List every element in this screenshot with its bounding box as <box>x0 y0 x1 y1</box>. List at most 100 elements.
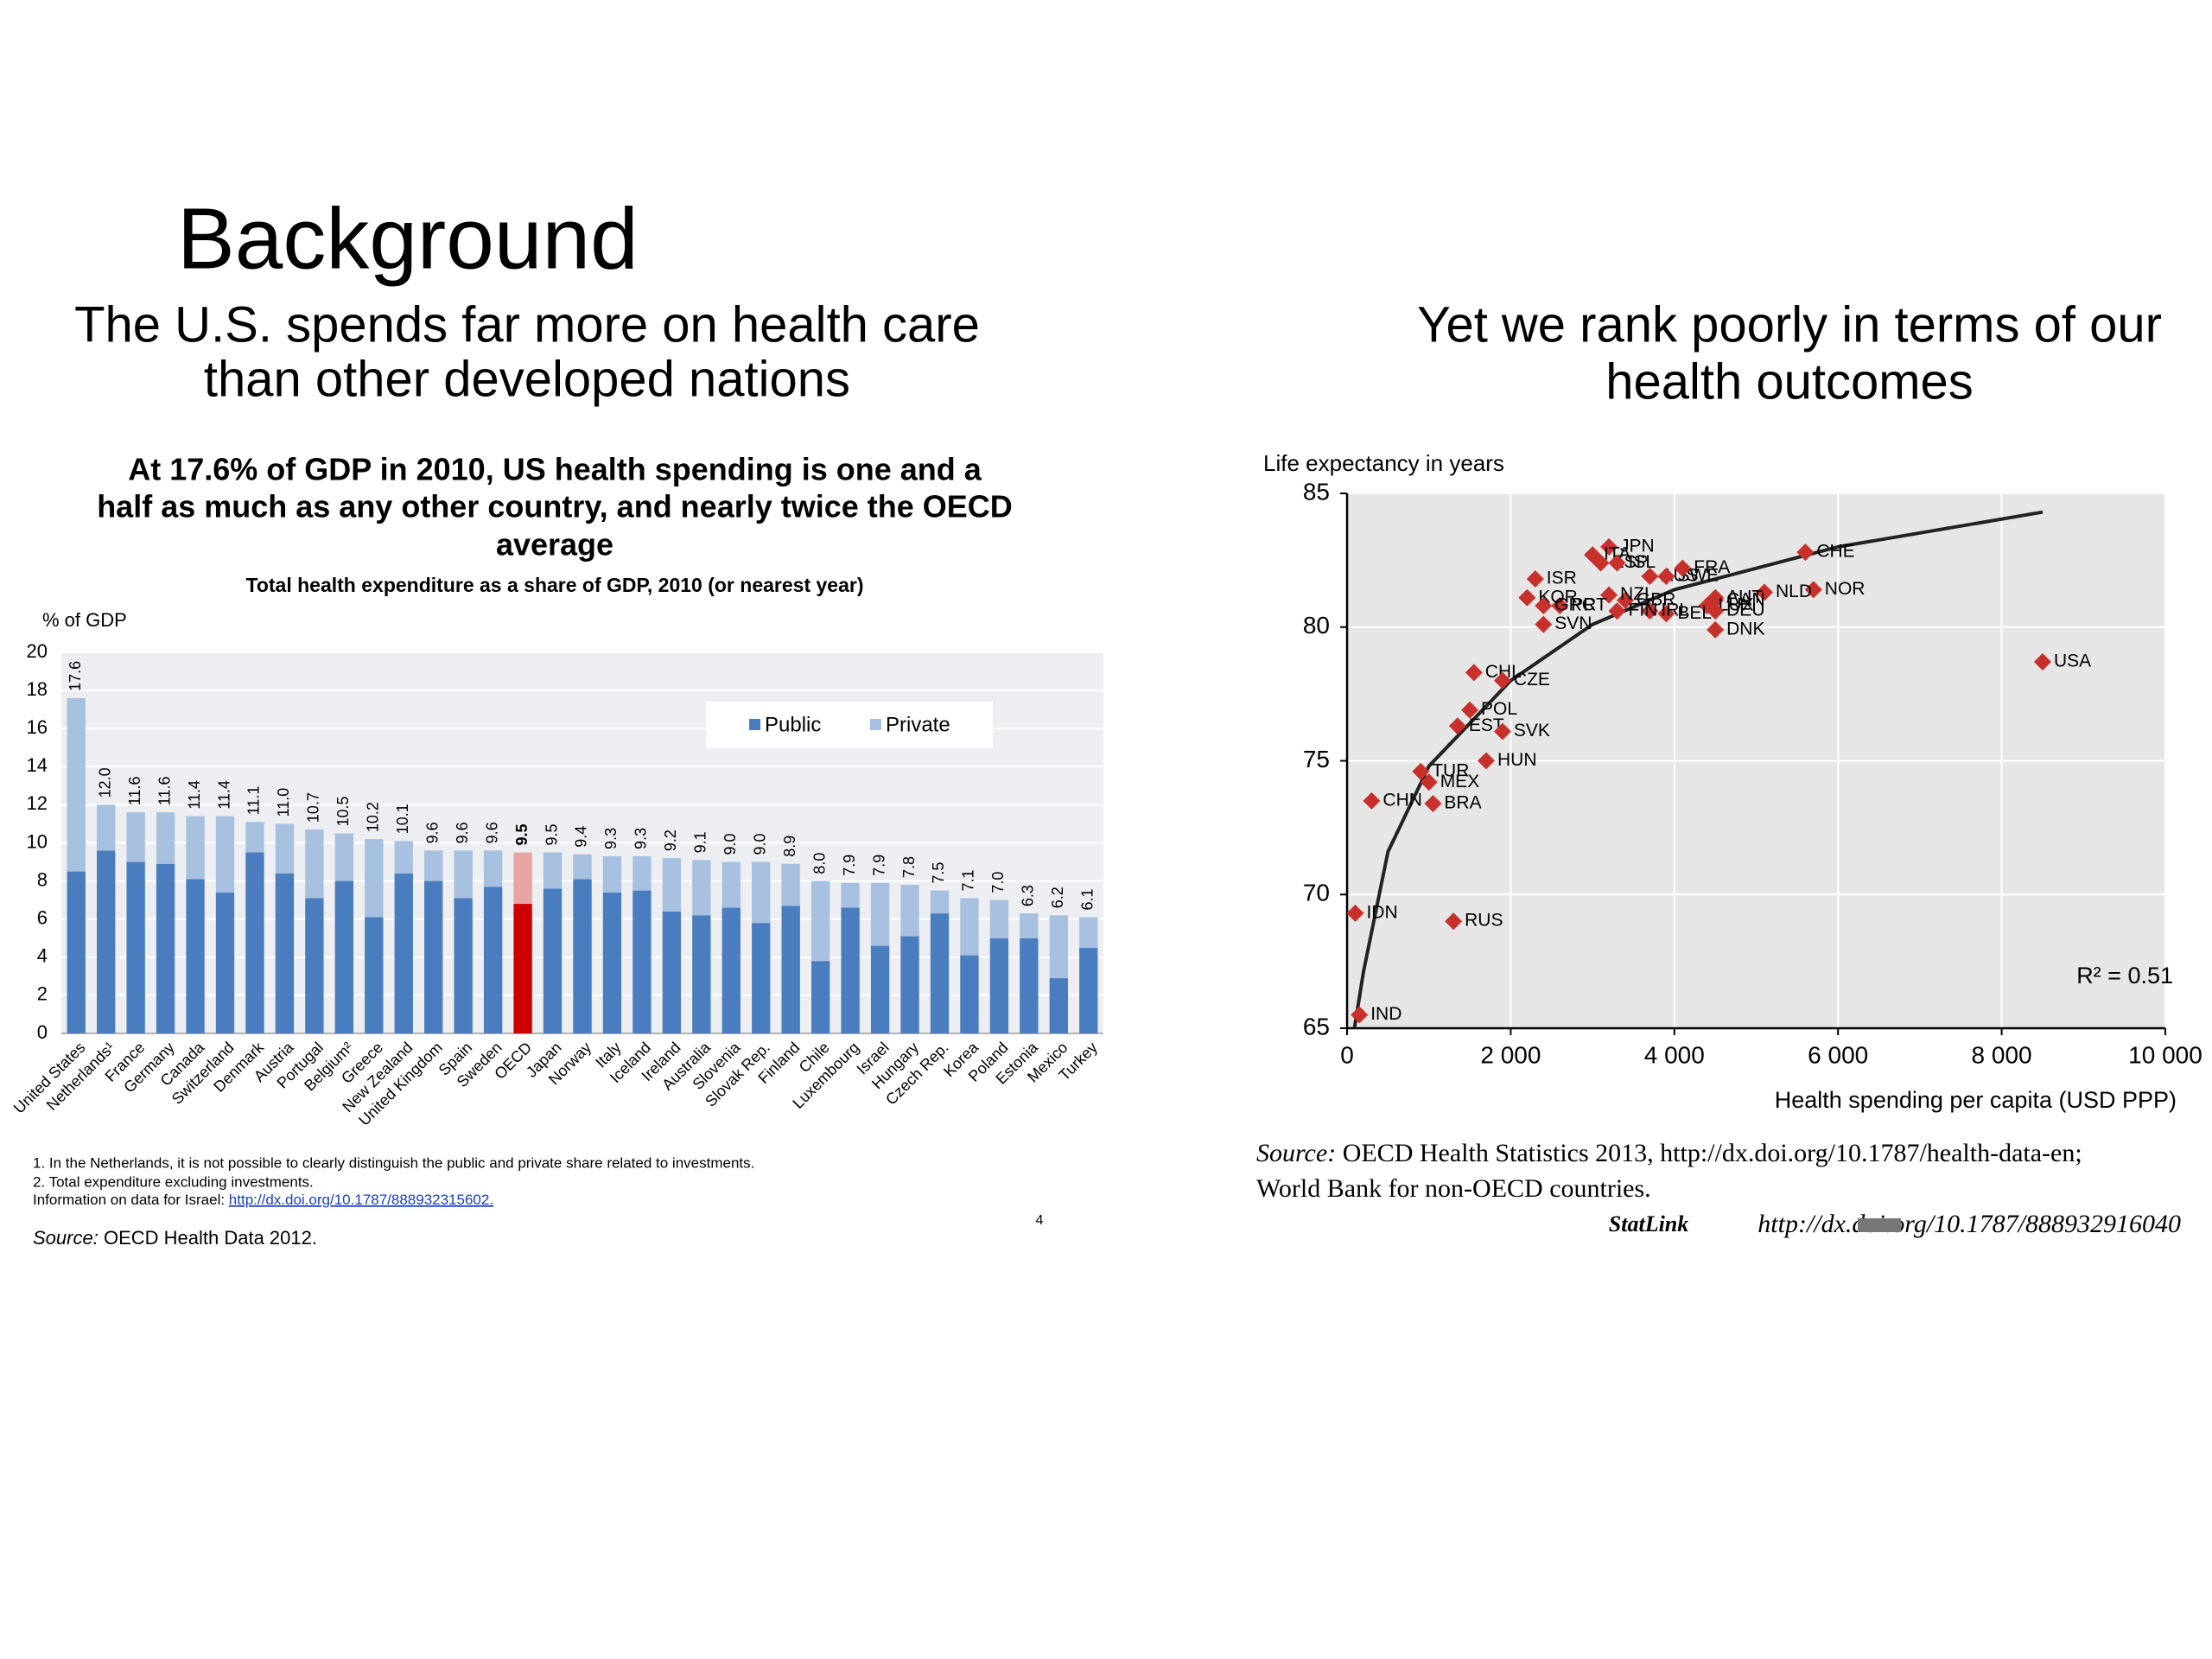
legend-label: Private <box>886 713 950 736</box>
point-label: GRC <box>1554 595 1595 615</box>
statlink-icon <box>1858 1218 1901 1232</box>
y-tick-label: 10 <box>27 830 48 852</box>
value-label: 9.5 <box>513 823 531 845</box>
bar-segment <box>573 854 592 880</box>
x-tick-label: 8 000 <box>1972 1041 2032 1068</box>
bar-segment <box>394 841 413 874</box>
bar-segment <box>1020 913 1039 938</box>
bar-segment <box>543 888 563 1033</box>
bar-segment <box>692 915 711 1033</box>
y-tick-label: 20 <box>27 640 48 662</box>
value-label: 7.8 <box>900 856 918 878</box>
bar-segment <box>245 822 264 853</box>
value-label: 9.0 <box>721 834 739 855</box>
bar-segment <box>365 917 384 1033</box>
point <box>1608 554 1626 572</box>
x-tick-label: 6 000 <box>1808 1041 1868 1068</box>
value-label: 9.2 <box>662 830 679 851</box>
point-label: FRA <box>1694 557 1730 577</box>
bar-segment <box>841 907 860 1033</box>
annotation: R² = 0.51 <box>2076 963 2173 988</box>
value-label: 11.0 <box>275 788 292 817</box>
x-tick-label: 0 <box>1340 1041 1354 1068</box>
footnote: 2. Total expenditure excluding investmen… <box>33 1173 314 1190</box>
value-label: 9.5 <box>543 823 560 845</box>
left-heading: than other developed nations <box>204 351 850 407</box>
point-label: HUN <box>1497 750 1537 770</box>
bar-segment <box>662 858 682 912</box>
point-label: PRT <box>1571 595 1607 615</box>
point-label: GBR <box>1637 589 1676 609</box>
x-axis-label: Health spending per capita (USD PPP) <box>1775 1087 2177 1113</box>
bar-segment <box>334 833 354 881</box>
point <box>1707 602 1725 620</box>
link[interactable]: http://dx.doi.org/10.1787/888932315602. <box>229 1192 493 1208</box>
point-label: LUX <box>1719 595 1754 615</box>
bar-segment <box>126 861 145 1033</box>
point <box>1351 1006 1369 1024</box>
point-label: AUT <box>1726 587 1763 607</box>
source: Source: OECD Health Data 2012. <box>33 1227 317 1249</box>
point-label: ISR <box>1547 569 1577 588</box>
point <box>1657 605 1675 623</box>
bar-segment <box>989 899 1009 938</box>
source-text: OECD Health Data 2012. <box>104 1227 317 1249</box>
value-label: 9.3 <box>602 828 620 849</box>
bar-segment <box>305 830 324 899</box>
bar-segment <box>334 880 354 1033</box>
value-label: 7.5 <box>930 862 947 884</box>
bar-segment <box>841 882 860 908</box>
point-label: BEL <box>1677 603 1712 623</box>
point <box>1477 752 1495 770</box>
point-label: CHE <box>1816 542 1854 562</box>
value-label: 11.1 <box>245 786 263 816</box>
point <box>1445 912 1463 931</box>
bar-segment <box>900 936 919 1033</box>
source: World Bank for non-OECD countries. <box>1256 1174 1651 1203</box>
y-tick-label: 80 <box>1303 612 1330 639</box>
statlink-url[interactable]: http://dx.doi.org/10.1787/888932916040 <box>1758 1210 2181 1238</box>
bar-segment <box>97 804 116 851</box>
bar-segment <box>156 812 175 864</box>
right-heading: Yet we rank poorly in terms of our <box>1417 296 2162 353</box>
chart-title: At 17.6% of GDP in 2010, US health spend… <box>128 452 982 487</box>
point <box>1448 717 1466 735</box>
bar-segment <box>483 887 503 1033</box>
point <box>1804 581 1822 599</box>
value-label: 8.0 <box>810 853 828 874</box>
bar-segment <box>513 904 532 1033</box>
value-label: 9.0 <box>751 834 768 855</box>
y-tick-label: 65 <box>1303 1013 1330 1039</box>
point-label: POL <box>1481 699 1517 719</box>
bar-segment <box>752 861 771 924</box>
point-label: ITA <box>1604 544 1630 564</box>
bar-segment <box>810 880 830 962</box>
point <box>1657 567 1675 585</box>
bar-segment <box>186 879 205 1033</box>
point <box>1592 554 1610 572</box>
bar-segment <box>632 855 652 891</box>
page-number: 4 <box>1036 1213 1044 1228</box>
value-label: 11.4 <box>186 780 203 810</box>
chart-title: half as much as any other country, and n… <box>97 489 1013 524</box>
point-label: IND <box>1370 1004 1402 1024</box>
y-tick-label: 85 <box>1303 478 1330 505</box>
legend-swatch <box>870 719 881 730</box>
point <box>1465 664 1483 682</box>
value-label: 7.9 <box>870 855 887 876</box>
point <box>1755 583 1773 601</box>
bar-segment <box>97 850 116 1033</box>
y-tick-label: 2 <box>37 983 48 1005</box>
y-tick-label: 12 <box>27 792 48 814</box>
point-label: BRA <box>1444 793 1481 813</box>
bar-segment <box>870 882 890 946</box>
x-tick-label: 4 000 <box>1644 1041 1705 1068</box>
value-label: 6.1 <box>1079 888 1096 910</box>
bar-segment <box>245 852 264 1033</box>
bar-segment <box>960 898 979 956</box>
bar-segment <box>1049 978 1068 1033</box>
slide-title: Background <box>177 190 639 287</box>
source-label: Source: <box>33 1227 99 1249</box>
point <box>1535 615 1553 633</box>
point <box>1641 567 1659 585</box>
